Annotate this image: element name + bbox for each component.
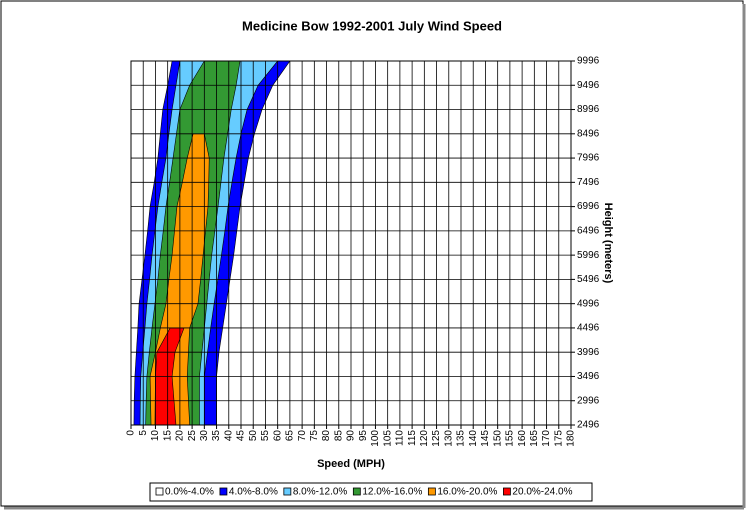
legend-swatch [352, 487, 361, 496]
y-tick-label: 3496 [577, 371, 600, 382]
x-tick-label: 150 [492, 430, 503, 447]
x-tick-label: 55 [260, 430, 271, 442]
y-tick-label: 6996 [577, 201, 600, 212]
y-tick-label: 5996 [577, 250, 600, 261]
x-tick-label: 100 [370, 430, 381, 447]
x-tick-label: 125 [431, 430, 442, 447]
x-tick-label: 140 [468, 430, 479, 447]
y-tick-label: 8996 [577, 104, 600, 115]
x-tick-label: 0 [126, 430, 137, 436]
y-tick-label: 6496 [577, 226, 600, 237]
y-tick-label: 8496 [577, 128, 600, 139]
x-tick-label: 25 [187, 430, 198, 442]
x-tick-label: 70 [297, 430, 308, 442]
legend [149, 482, 593, 502]
y-tick-label: 4996 [577, 298, 600, 309]
x-tick-label: 60 [272, 430, 283, 442]
plot-border [130, 60, 572, 426]
y-tick-label: 5496 [577, 274, 600, 285]
x-tick-label: 80 [321, 430, 332, 442]
x-tick-label: 165 [529, 430, 540, 447]
y-tick-label: 7496 [577, 177, 600, 188]
legend-label: 0.0%-4.0% [165, 487, 214, 498]
legend-swatch [427, 487, 436, 496]
x-tick-label: 130 [443, 430, 454, 447]
x-tick-label: 155 [505, 430, 516, 447]
x-tick-label: 75 [309, 430, 320, 442]
x-tick-label: 115 [407, 430, 418, 446]
x-axis-title: Speed (MPH) [317, 458, 385, 470]
y-tick-label: 2996 [577, 395, 600, 406]
y-tick-label: 2496 [577, 420, 600, 431]
y-tick-label: 9996 [577, 56, 600, 67]
x-tick-label: 175 [553, 430, 564, 447]
x-tick-label: 180 [566, 430, 577, 447]
x-tick-label: 45 [236, 430, 247, 442]
y-tick-label: 4496 [577, 323, 600, 334]
y-tick-label: 3996 [577, 347, 600, 358]
x-tick-label: 5 [138, 430, 149, 436]
x-tick-label: 105 [382, 430, 393, 447]
legend-swatch [283, 487, 292, 496]
legend-label: 8.0%-12.0% [293, 487, 348, 498]
legend-swatch [155, 487, 164, 496]
y-axis-title: Height (meters) [602, 203, 614, 284]
y-tick-label: 7996 [577, 153, 600, 164]
x-tick-label: 135 [456, 430, 467, 447]
legend-label: 12.0%-16.0% [362, 487, 422, 498]
x-tick-label: 35 [211, 430, 222, 442]
legend-swatch [219, 487, 228, 496]
x-tick-label: 30 [199, 430, 210, 442]
x-tick-label: 85 [333, 430, 344, 442]
x-tick-label: 110 [395, 430, 406, 446]
x-tick-label: 50 [248, 430, 259, 442]
x-tick-label: 160 [517, 430, 528, 447]
legend-label: 16.0%-20.0% [437, 487, 497, 498]
plot-area: 0 5 10 15 20 25 30 35 40 45 50 55 60 65 70 75 80 85 90 95 10… [126, 56, 600, 447]
x-tick-label: 15 [162, 430, 173, 442]
legend-swatch [503, 487, 511, 496]
x-tick-label: 170 [541, 430, 552, 447]
chart-title: Medicine Bow 1992-2001 July Wind Speed [242, 18, 502, 33]
x-tick-label: 40 [223, 430, 234, 442]
x-tick-label: 10 [150, 430, 161, 442]
x-tick-label: 145 [480, 430, 491, 447]
x-tick-label: 20 [175, 430, 186, 442]
x-tick-label: 95 [358, 430, 369, 442]
legend-items: 0.0%-4.0% 4.0%-8.0% 8.0%-12.0% 12.0%-16.0% 1… [155, 487, 573, 498]
x-tick-label: 120 [419, 430, 430, 447]
x-tick-label: 90 [346, 430, 357, 442]
legend-label: 4.0%-8.0% [229, 487, 278, 498]
y-tick-label: 9496 [577, 80, 600, 91]
legend-label: 20.0%-24.0% [512, 487, 572, 498]
x-tick-label: 65 [285, 430, 296, 442]
